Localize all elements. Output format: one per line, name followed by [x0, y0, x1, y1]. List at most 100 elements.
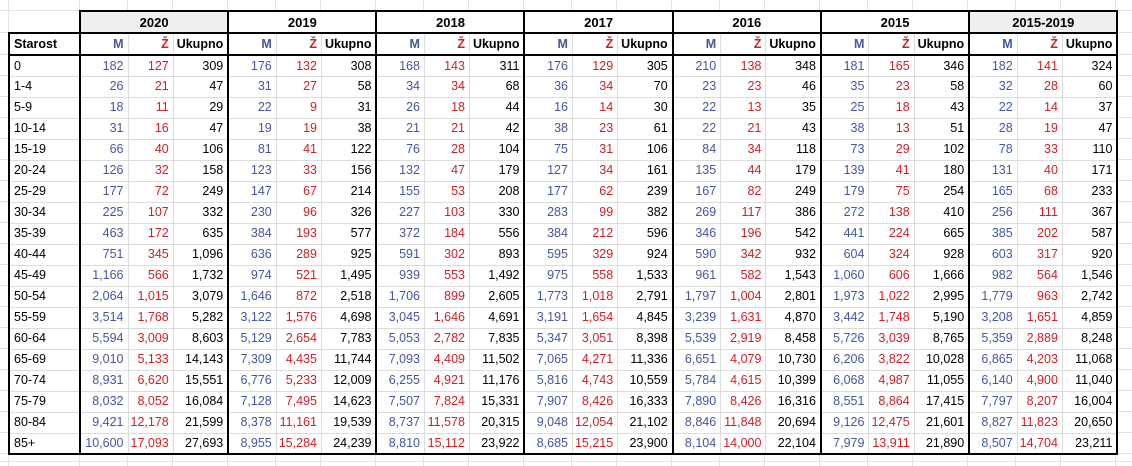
- data-cell-female[interactable]: 34: [424, 76, 470, 98]
- age-cell[interactable]: 10-14: [8, 118, 81, 140]
- data-cell-female[interactable]: 33: [1017, 139, 1063, 161]
- data-cell-male[interactable]: 18: [80, 97, 129, 119]
- data-cell-total[interactable]: 23,922: [469, 433, 526, 455]
- data-cell-total[interactable]: 44: [469, 97, 526, 119]
- age-cell[interactable]: 60-64: [8, 328, 81, 350]
- data-cell-total[interactable]: 542: [765, 223, 822, 245]
- data-cell-female[interactable]: 23: [572, 118, 619, 140]
- year-header-2016[interactable]: 2016: [671, 10, 822, 34]
- data-cell-female[interactable]: 21: [424, 118, 470, 140]
- data-cell-male[interactable]: 3,191: [524, 307, 573, 329]
- subheader-female-2016[interactable]: Ž: [720, 32, 767, 56]
- data-cell-female[interactable]: 5,233: [276, 370, 322, 392]
- data-cell-male[interactable]: 751: [80, 244, 129, 266]
- data-cell-female[interactable]: 4,271: [572, 349, 619, 371]
- data-cell-female[interactable]: 33: [276, 160, 322, 182]
- data-cell-male[interactable]: 131: [969, 160, 1018, 182]
- data-cell-total[interactable]: 68: [469, 76, 526, 98]
- data-cell-female[interactable]: 40: [1017, 160, 1063, 182]
- subheader-total-2016[interactable]: Ukupno: [765, 32, 822, 56]
- data-cell-male[interactable]: 22: [672, 97, 722, 119]
- data-cell-total[interactable]: 11,055: [914, 370, 971, 392]
- data-cell-male[interactable]: 3,208: [969, 307, 1018, 329]
- data-cell-total[interactable]: 348: [765, 55, 822, 77]
- data-cell-male[interactable]: 147: [228, 181, 277, 203]
- data-cell-male[interactable]: 127: [524, 160, 573, 182]
- data-cell-female[interactable]: 11,823: [1017, 412, 1063, 434]
- data-cell-male[interactable]: 7,065: [524, 349, 573, 371]
- age-cell[interactable]: 25-29: [8, 181, 81, 203]
- data-cell-male[interactable]: 7,507: [376, 391, 425, 413]
- data-cell-total[interactable]: 37: [1062, 97, 1119, 119]
- data-cell-female[interactable]: 8,426: [572, 391, 619, 413]
- data-cell-male[interactable]: 3,122: [228, 307, 277, 329]
- data-cell-total[interactable]: 15,331: [469, 391, 526, 413]
- data-cell-total[interactable]: 386: [765, 202, 822, 224]
- data-cell-male[interactable]: 595: [524, 244, 573, 266]
- data-cell-male[interactable]: 6,255: [376, 370, 425, 392]
- data-cell-total[interactable]: 2,518: [321, 286, 378, 308]
- data-cell-male[interactable]: 31: [80, 118, 129, 140]
- data-cell-female[interactable]: 11,578: [424, 412, 470, 434]
- data-cell-female[interactable]: 15,112: [424, 433, 470, 455]
- data-cell-female[interactable]: 212: [572, 223, 619, 245]
- data-cell-female[interactable]: 3,039: [868, 328, 915, 350]
- data-cell-total[interactable]: 1,732: [173, 265, 230, 287]
- data-cell-total[interactable]: 1,543: [765, 265, 822, 287]
- data-cell-total[interactable]: 635: [173, 223, 230, 245]
- subheader-female-2020[interactable]: Ž: [128, 32, 174, 56]
- data-cell-female[interactable]: 23: [868, 76, 915, 98]
- data-cell-total[interactable]: 17,415: [914, 391, 971, 413]
- data-cell-male[interactable]: 9,010: [80, 349, 129, 371]
- data-cell-total[interactable]: 7,783: [321, 328, 378, 350]
- data-cell-total[interactable]: 106: [617, 139, 674, 161]
- data-cell-male[interactable]: 81: [228, 139, 277, 161]
- data-cell-male[interactable]: 256: [969, 202, 1018, 224]
- subheader-male-2016[interactable]: M: [672, 32, 722, 56]
- subheader-male-2020[interactable]: M: [80, 32, 129, 56]
- data-cell-total[interactable]: 31: [321, 97, 378, 119]
- data-cell-male[interactable]: 5,359: [969, 328, 1018, 350]
- data-cell-male[interactable]: 346: [672, 223, 722, 245]
- data-cell-total[interactable]: 11,176: [469, 370, 526, 392]
- data-cell-total[interactable]: 30: [617, 97, 674, 119]
- data-cell-male[interactable]: 7,907: [524, 391, 573, 413]
- data-cell-male[interactable]: 155: [376, 181, 425, 203]
- subheader-total-2020[interactable]: Ukupno: [173, 32, 230, 56]
- data-cell-female[interactable]: 2,654: [276, 328, 322, 350]
- data-cell-total[interactable]: 70: [617, 76, 674, 98]
- data-cell-female[interactable]: 558: [572, 265, 619, 287]
- data-cell-total[interactable]: 8,603: [173, 328, 230, 350]
- data-cell-total[interactable]: 8,248: [1062, 328, 1119, 350]
- data-cell-male[interactable]: 179: [820, 181, 870, 203]
- data-cell-female[interactable]: 68: [1017, 181, 1063, 203]
- data-cell-male[interactable]: 16: [524, 97, 573, 119]
- data-cell-female[interactable]: 329: [572, 244, 619, 266]
- data-cell-total[interactable]: 324: [1062, 55, 1119, 77]
- data-cell-total[interactable]: 179: [469, 160, 526, 182]
- data-cell-female[interactable]: 1,646: [424, 307, 470, 329]
- data-cell-total[interactable]: 21,102: [617, 412, 674, 434]
- data-cell-total[interactable]: 367: [1062, 202, 1119, 224]
- data-cell-female[interactable]: 132: [276, 55, 322, 77]
- data-cell-total[interactable]: 10,559: [617, 370, 674, 392]
- data-cell-male[interactable]: 176: [524, 55, 573, 77]
- data-cell-female[interactable]: 1,748: [868, 307, 915, 329]
- data-cell-total[interactable]: 577: [321, 223, 378, 245]
- age-cell[interactable]: 75-79: [8, 391, 81, 413]
- age-cell[interactable]: 40-44: [8, 244, 81, 266]
- data-cell-total[interactable]: 305: [617, 55, 674, 77]
- data-cell-male[interactable]: 1,797: [672, 286, 722, 308]
- data-cell-female[interactable]: 324: [868, 244, 915, 266]
- data-cell-female[interactable]: 1,576: [276, 307, 322, 329]
- data-cell-male[interactable]: 25: [820, 97, 870, 119]
- data-cell-total[interactable]: 346: [914, 55, 971, 77]
- data-cell-male[interactable]: 135: [672, 160, 722, 182]
- data-cell-male[interactable]: 8,032: [80, 391, 129, 413]
- data-cell-female[interactable]: 8,052: [128, 391, 174, 413]
- data-cell-female[interactable]: 3,009: [128, 328, 174, 350]
- data-cell-female[interactable]: 14,704: [1017, 433, 1063, 455]
- data-cell-male[interactable]: 1,973: [820, 286, 870, 308]
- data-cell-male[interactable]: 73: [820, 139, 870, 161]
- data-cell-total[interactable]: 1,666: [914, 265, 971, 287]
